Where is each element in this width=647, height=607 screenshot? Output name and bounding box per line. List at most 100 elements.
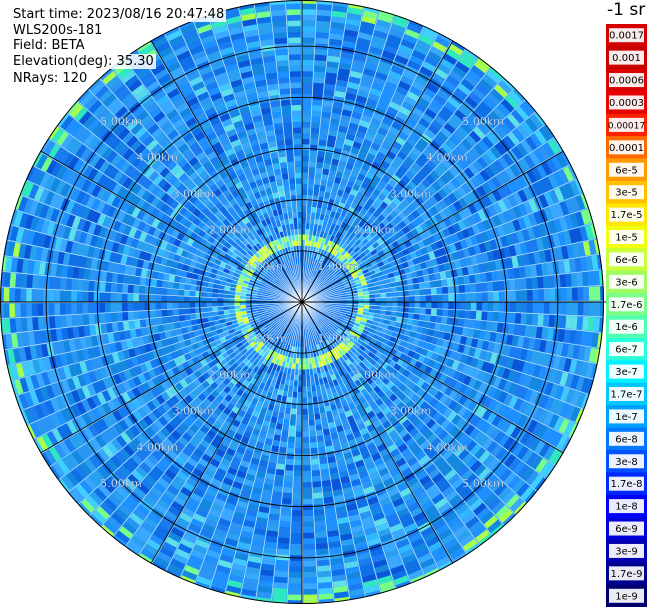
range-gate [472, 264, 480, 274]
range-gate [570, 374, 580, 390]
range-gate [362, 109, 374, 118]
range-gate [445, 270, 452, 279]
range-gate [468, 246, 476, 256]
range-gate [423, 87, 436, 99]
range-gate [415, 157, 426, 168]
range-gate [580, 377, 591, 393]
range-gate [320, 468, 330, 476]
range-gate [318, 582, 332, 589]
range-gate [400, 340, 408, 348]
range-gate [347, 219, 354, 227]
range-gate [375, 351, 383, 358]
range-gate [309, 263, 312, 270]
range-gate [407, 180, 417, 190]
range-gate [523, 154, 536, 169]
range-gate [498, 121, 512, 135]
range-gate [325, 283, 332, 288]
range-gate [570, 197, 580, 212]
range-gate [327, 246, 333, 254]
range-gate [436, 309, 443, 316]
range-gate [402, 70, 416, 81]
range-gate [473, 143, 485, 156]
range-gate [502, 197, 513, 210]
range-gate [442, 407, 453, 419]
range-gate [531, 166, 543, 181]
range-gate [330, 223, 336, 230]
range-gate [312, 284, 317, 290]
range-gate [393, 326, 400, 333]
range-gate [521, 361, 531, 374]
range-gate [105, 282, 112, 292]
range-gate [391, 265, 399, 272]
range-gate [467, 191, 477, 203]
range-gate [503, 280, 510, 291]
range-gate [369, 302, 376, 306]
range-gate [456, 158, 468, 170]
range-gate [508, 457, 521, 471]
range-gate [366, 226, 374, 234]
range-gate [400, 189, 409, 198]
range-gate [420, 381, 430, 391]
range-gate [366, 152, 376, 162]
range-gate [532, 225, 541, 239]
range-gate [385, 310, 392, 316]
range-gate [437, 188, 448, 199]
range-gate [445, 138, 457, 150]
range-gate [167, 281, 174, 289]
range-gate [310, 442, 318, 449]
range-gate [347, 247, 354, 254]
range-gate [323, 215, 330, 222]
range-gate [319, 185, 326, 192]
range-gate [327, 50, 341, 58]
range-gate [361, 163, 371, 172]
range-gate [278, 531, 290, 539]
range-gate [443, 196, 453, 207]
range-gate [315, 418, 322, 426]
range-gate [314, 520, 326, 527]
range-gate [429, 46, 445, 58]
range-gate [442, 366, 452, 376]
range-gate [467, 366, 476, 377]
range-gate [417, 276, 425, 283]
range-gate [408, 290, 415, 296]
range-gate [282, 424, 290, 431]
range-gate [517, 414, 528, 428]
range-gate [468, 274, 476, 284]
range-gate [133, 294, 139, 302]
range-gate [447, 286, 454, 294]
range-gate [443, 262, 451, 271]
range-gate [20, 303, 27, 317]
range-gate [479, 78, 493, 92]
range-gate [277, 457, 286, 465]
range-gate [457, 276, 465, 285]
range-gate [559, 402, 571, 418]
range-gate [355, 232, 362, 239]
range-gate [369, 298, 376, 302]
range-gate [359, 119, 370, 129]
range-gate [328, 129, 338, 137]
range-gate [366, 98, 378, 108]
range-gate [302, 436, 310, 443]
range-gate [340, 178, 348, 187]
range-gate [418, 314, 426, 321]
range-gate [577, 242, 586, 257]
range-gate [407, 284, 414, 291]
range-gate [310, 257, 314, 264]
range-gate [453, 310, 460, 318]
range-gate [438, 247, 447, 256]
range-gate [373, 30, 388, 40]
range-gate [348, 206, 355, 214]
range-gate [307, 183, 314, 190]
range-gate [342, 40, 356, 49]
range-gate [460, 78, 475, 92]
range-gate [338, 125, 348, 134]
range-gate [454, 87, 468, 100]
range-gate [438, 220, 448, 230]
range-gate [482, 97, 497, 110]
range-gate [390, 188, 400, 197]
range-gate [341, 109, 352, 117]
range-gate [338, 283, 344, 288]
range-gate [549, 302, 556, 314]
range-gate [189, 296, 196, 302]
range-gate [407, 60, 421, 71]
